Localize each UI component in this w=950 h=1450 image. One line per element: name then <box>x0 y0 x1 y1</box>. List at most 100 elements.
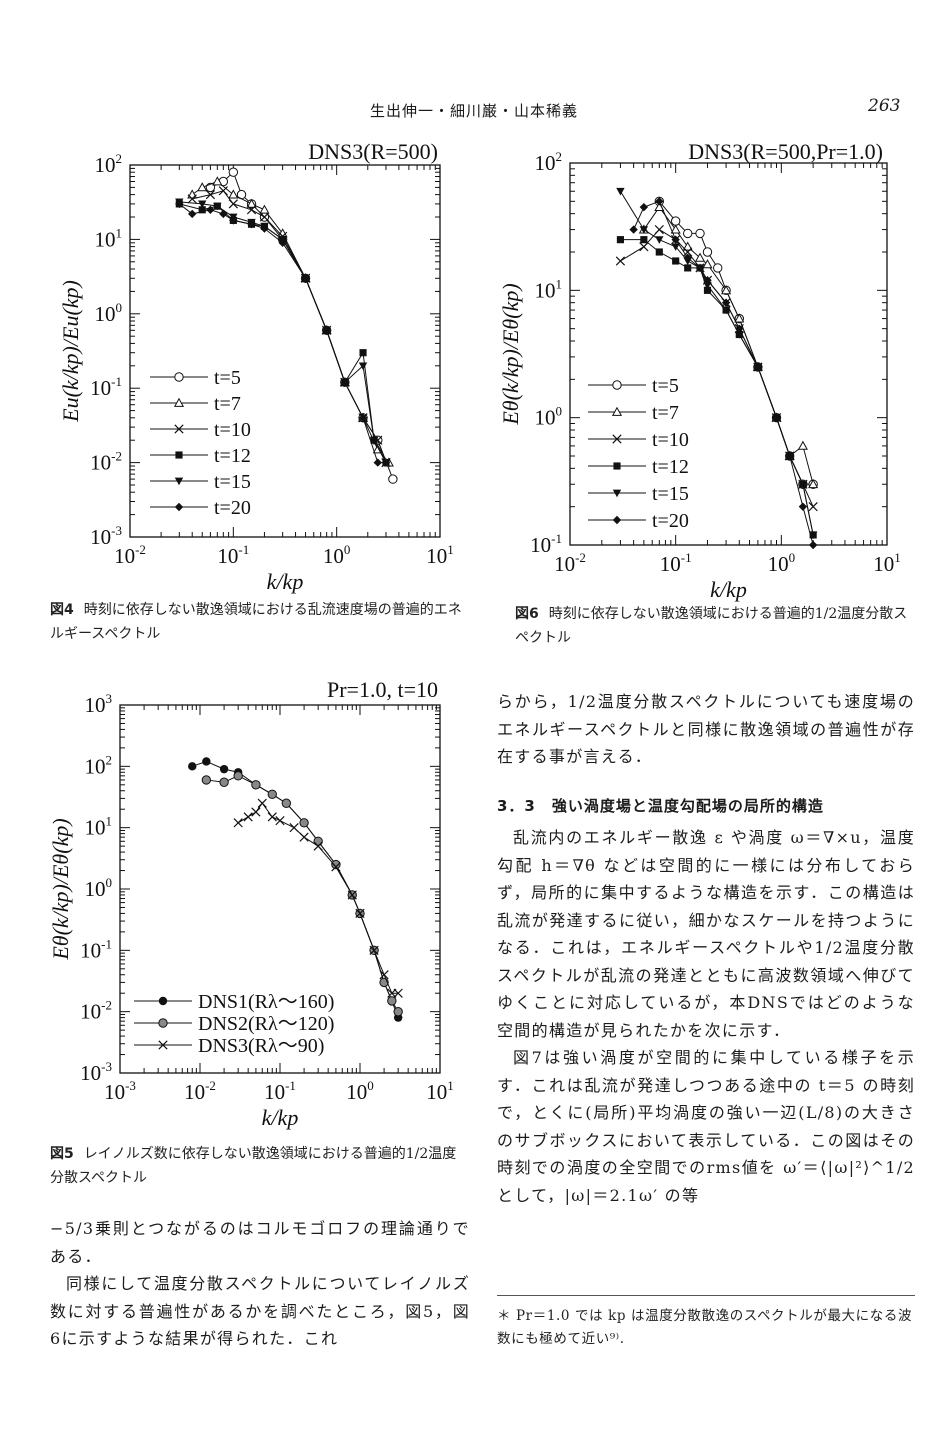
fig5-y-tick-label: 10-1 <box>80 936 112 962</box>
fig4-data-point <box>246 198 257 208</box>
fig6-x-tick-label: 100 <box>768 550 796 576</box>
fig5-data-point <box>313 841 323 851</box>
fig6-data-point <box>734 313 745 323</box>
fig4-x-tick-label: 100 <box>323 542 351 568</box>
fig6-data-point <box>655 197 664 206</box>
running-title: 生出伸一・細川巌・山本稀義 <box>370 102 579 120</box>
fig4-data-point <box>187 194 197 204</box>
fig4-data-point <box>198 206 206 214</box>
fig5-x-axis-label: k/kp <box>262 1105 299 1130</box>
fig6-y-tick-label: 10-1 <box>530 531 562 557</box>
fig5-caption-label: 図5 <box>50 1146 74 1162</box>
fig4-data-point <box>358 413 368 423</box>
fig6-x-tick-label: 10-1 <box>660 550 692 576</box>
fig6-panel-title: DNS3(R=500,Pr=1.0) <box>688 139 883 164</box>
fig5-data-point <box>379 970 389 980</box>
fig5-x-tick-label: 10-1 <box>264 1078 296 1104</box>
fig4-data-point <box>260 224 269 233</box>
fig4-data-point <box>381 458 391 467</box>
fig6-data-point <box>683 247 693 257</box>
fig5-data-point <box>267 789 277 799</box>
fig6-series-line-4 <box>619 190 814 536</box>
figure-6-chart: DNS3(R=500,Pr=1.0) 10-2 10-1 100 10110-1100… <box>498 139 901 602</box>
fig5-panel-title: Pr=1.0, t=10 <box>327 677 438 702</box>
fig4-data-point <box>246 205 257 215</box>
figure-4-chart: DNS3(R=500) 10-2 10-1 100 10110-310-210-110… <box>58 139 454 594</box>
left-paragraph-1: −5/3乗則とつながるのはコルモゴロフの理論通りである． <box>50 1219 470 1266</box>
fig6-legend-label: t=5 <box>652 375 679 397</box>
fig6-legend-label: t=20 <box>652 510 689 532</box>
figure-5-caption: 図5 レイノルズ数に依存しない散逸領域における普遍的1/2温度分散スペクトル <box>50 1142 470 1190</box>
fig5-y-tick-label: 100 <box>85 875 113 901</box>
fig6-y-tick-label: 100 <box>535 404 563 430</box>
figure-5-chart: Pr=1.0, t=10 10-3 10-2 10-1 100 10110-310-21… <box>48 677 454 1130</box>
fig4-y-tick-label: 100 <box>95 300 123 326</box>
fig4-legend-marker <box>174 424 184 434</box>
fig6-legend-label: t=10 <box>652 429 689 451</box>
left-paragraph-2: 同様にして温度分散スペクトルについてレイノルズ数に対する普遍性があるかを調べたと… <box>50 1274 470 1348</box>
fig5-data-point <box>188 762 197 771</box>
fig6-legend-label: t=7 <box>652 402 679 424</box>
fig6-data-point <box>629 225 638 234</box>
fig6-y-tick-label: 101 <box>535 276 563 302</box>
fig6-data-point <box>654 224 664 235</box>
fig4-data-point <box>212 176 223 186</box>
right-paragraph-3: 図7は強い渦度が空間的に集中している様子を示す．これは乱流が発達しつつある途中の… <box>497 1048 915 1205</box>
fig5-series-line-0 <box>192 760 399 1018</box>
fig4-data-point <box>219 209 228 219</box>
fig6-data-point <box>639 226 649 234</box>
fig4-data-point <box>175 199 184 209</box>
fig5-x-tick-label: 100 <box>346 1078 374 1104</box>
fig4-data-point <box>259 204 270 214</box>
fig5-data-point <box>355 908 365 919</box>
fig6-x-tick-label: 10-2 <box>554 550 586 576</box>
fig6-series-line-3 <box>620 239 814 536</box>
fig5-series-line-2 <box>237 802 399 994</box>
fig5-data-point <box>369 945 379 955</box>
fig6-legend-marker <box>612 380 622 390</box>
fig6-x-tick-label: 101 <box>873 550 901 576</box>
fig4-legend-label: t=15 <box>214 471 251 493</box>
fig4-data-point <box>358 362 368 371</box>
fig5-legend-marker <box>158 996 168 1006</box>
fig4-legend-label: t=7 <box>214 393 241 415</box>
fig4-y-tick-label: 10-3 <box>90 523 122 549</box>
fig4-data-point <box>301 274 310 283</box>
fig5-legend-label: DNS3(Rλ〜90) <box>198 1035 324 1057</box>
fig5-series-line-1 <box>206 775 399 1012</box>
right-paragraph-2: 乱流内のエネルギー散逸 ε や渦度 ω＝∇×u，温度勾配 h＝∇θ などは空間的… <box>497 828 915 1040</box>
fig6-data-point <box>702 247 713 257</box>
fig4-legend-marker <box>175 451 183 459</box>
fig4-x-tick-label: 101 <box>426 542 454 568</box>
fig5-data-point <box>219 764 229 774</box>
fig6-data-point <box>808 502 818 512</box>
fig6-data-point <box>808 479 819 489</box>
fig4-panel-title: DNS3(R=500) <box>308 139 438 164</box>
fig4-legend-label: t=10 <box>214 419 251 441</box>
fig4-y-tick-label: 10-1 <box>90 374 122 400</box>
fig6-legend-label: t=15 <box>652 483 689 505</box>
fig5-legend-label: DNS1(Rλ〜160) <box>198 991 334 1013</box>
fig6-data-point <box>694 252 706 262</box>
fig5-data-point <box>243 812 253 822</box>
fig6-data-point <box>797 440 808 450</box>
fig4-data-point <box>206 205 215 214</box>
fig6-caption-text: 時刻に依存しない散逸領域における普遍的1/2温度分散スペクトル <box>515 606 908 646</box>
fig4-data-point <box>187 189 198 199</box>
fig4-data-point <box>218 186 228 196</box>
fig5-data-point <box>251 780 261 790</box>
fig6-data-point <box>702 259 713 269</box>
fig6-data-point <box>713 263 723 273</box>
fig6-data-point <box>772 413 781 422</box>
fig5-y-axis-label: Eθ(k/kp)/Eθ(kp) <box>48 818 73 960</box>
fig4-data-point <box>228 199 238 209</box>
fig4-data-point <box>188 209 197 219</box>
fig6-data-point <box>640 236 648 244</box>
fig6-data-point <box>616 236 624 244</box>
fig6-data-point <box>639 202 649 212</box>
fig5-y-tick-label: 103 <box>85 691 113 717</box>
fig4-y-tick-label: 101 <box>95 225 123 251</box>
fig5-legend-label: DNS2(Rλ〜120) <box>198 1013 334 1035</box>
left-column-text: −5/3乗則とつながるのはコルモゴロフの理論通りである． 同様にして温度分散スペ… <box>50 1215 470 1353</box>
fig6-series-line-5 <box>633 200 814 546</box>
